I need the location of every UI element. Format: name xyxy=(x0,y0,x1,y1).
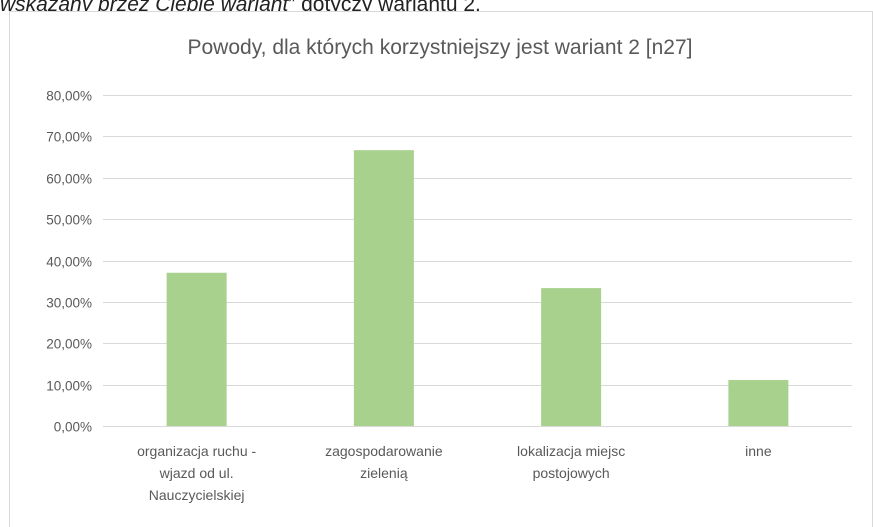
y-tick-label: 80,00% xyxy=(46,89,92,104)
x-axis-category-labels: organizacja ruchu -wjazd od ul. Nauczycie… xyxy=(137,443,772,503)
y-tick-label: 30,00% xyxy=(46,296,92,311)
bars xyxy=(166,150,789,426)
x-category-label: organizacja ruchu -wjazd od ul. Nauczycie… xyxy=(137,443,256,503)
x-category-label: zagospodarowanie zielenią xyxy=(325,443,443,481)
x-category-label: inne xyxy=(745,443,772,459)
y-tick-label: 60,00% xyxy=(46,172,92,187)
x-category-label: lokalizacja miejsc postojowych xyxy=(517,443,625,481)
y-tick-label: 10,00% xyxy=(46,379,92,394)
y-tick-label: 20,00% xyxy=(46,337,92,352)
y-tick-label: 0,00% xyxy=(54,420,92,435)
gridlines xyxy=(103,95,852,427)
y-tick-label: 40,00% xyxy=(46,255,92,270)
chart-container xyxy=(9,11,873,527)
bar xyxy=(541,288,602,426)
y-tick-label: 50,00% xyxy=(46,213,92,228)
bar xyxy=(353,150,414,426)
bar xyxy=(166,272,227,426)
y-tick-label: 70,00% xyxy=(46,130,92,145)
chart-title: Powody, dla których korzystniejszy jest … xyxy=(188,36,693,59)
bar xyxy=(728,380,789,426)
y-axis-tick-labels: 0,00% 10,00% 20,00% 30,00% 40,00% 50,00% 60,00… xyxy=(46,89,92,435)
